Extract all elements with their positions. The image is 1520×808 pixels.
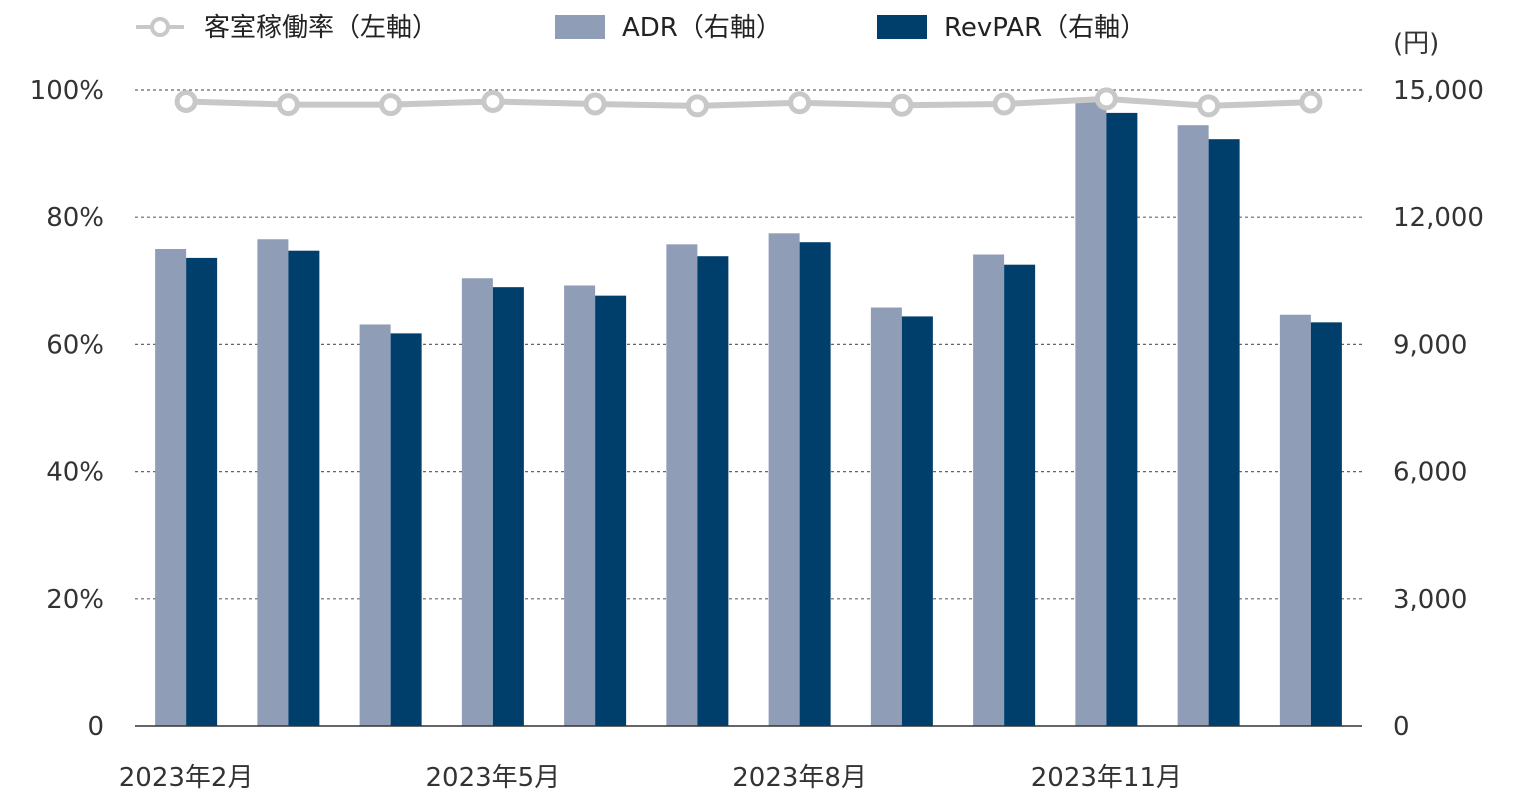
occupancy-point: [174, 89, 198, 113]
occupancy-point: [1299, 90, 1323, 114]
revpar-bar: [1106, 112, 1138, 727]
legend-label-revpar: RevPAR（右軸）: [944, 13, 1146, 43]
left-axis-tick-label: 60%: [46, 330, 104, 360]
revpar-bar: [595, 295, 627, 726]
legend-line-marker: [150, 17, 170, 37]
adr-bar: [155, 249, 187, 726]
right-axis-tick-label: 15,000: [1393, 76, 1484, 106]
occupancy-point: [788, 91, 812, 115]
revpar-bar: [1310, 322, 1342, 726]
right-axis-tick-label: 9,000: [1393, 330, 1467, 360]
legend-label-occupancy: 客室稼働率（左軸）: [204, 13, 438, 43]
adr-bar: [768, 233, 800, 726]
bars: [155, 98, 1342, 727]
adr-bar: [666, 244, 698, 726]
left-axis-tick-label: 40%: [46, 458, 104, 488]
right-axis-tick-label: 6,000: [1393, 458, 1467, 488]
adr-bar: [359, 324, 391, 726]
legend-adr-swatch: [555, 15, 605, 39]
left-axis-tick-label: 100%: [30, 76, 104, 106]
adr-bar: [1279, 314, 1311, 726]
occupancy-line: [174, 87, 1323, 118]
occupancy-point: [685, 94, 709, 118]
occupancy-point: [379, 93, 403, 117]
x-axis-tick-label: 2023年8月: [732, 763, 867, 793]
occupancy-point: [992, 92, 1016, 116]
adr-bar: [973, 254, 1005, 726]
occupancy-point: [1197, 94, 1221, 118]
revpar-bar: [1004, 264, 1036, 726]
right-axis-tick-label: 12,000: [1393, 203, 1484, 233]
x-axis-tick-label: 2023年11月: [1031, 763, 1182, 793]
revpar-bar: [288, 250, 320, 727]
adr-bar: [1177, 125, 1209, 726]
adr-bar: [257, 239, 289, 727]
adr-bar: [1075, 98, 1107, 727]
revpar-bar: [697, 256, 729, 726]
x-axis-tick-label: 2023年5月: [426, 763, 561, 793]
revpar-bar: [186, 257, 218, 726]
occupancy-line-path: [186, 95, 1311, 109]
occupancy-point: [890, 93, 914, 117]
right-axis-tick-label: 3,000: [1393, 585, 1467, 615]
grid-lines: [135, 89, 1362, 600]
revpar-bar: [492, 287, 524, 726]
occupancy-point: [583, 92, 607, 116]
adr-bar: [461, 278, 493, 726]
revpar-bar: [901, 316, 933, 726]
revpar-bar: [1208, 139, 1240, 726]
occupancy-point: [1094, 87, 1118, 111]
occupancy-point: [276, 93, 300, 117]
x-axis-tick-label: 2023年2月: [119, 763, 254, 793]
revpar-bar: [390, 333, 422, 726]
adr-bar: [870, 307, 902, 726]
legend: 客室稼働率（左軸） ADR（右軸） RevPAR（右軸）: [136, 13, 1146, 43]
revpar-bar: [799, 242, 831, 726]
left-axis-tick-label: 20%: [46, 585, 104, 615]
legend-label-adr: ADR（右軸）: [622, 13, 782, 43]
left-axis-tick-label: 80%: [46, 203, 104, 233]
right-axis-tick-label: 0: [1393, 712, 1410, 742]
legend-revpar-swatch: [877, 15, 927, 39]
axes: 0 0 20% 3,000 40% 6,000 60% 9,000 80% 12,000 100% 1…: [30, 29, 1484, 793]
left-axis-tick-label: 0: [87, 712, 104, 742]
adr-bar: [564, 285, 596, 726]
right-axis-unit: (円): [1393, 29, 1439, 59]
occupancy-point: [481, 89, 505, 113]
